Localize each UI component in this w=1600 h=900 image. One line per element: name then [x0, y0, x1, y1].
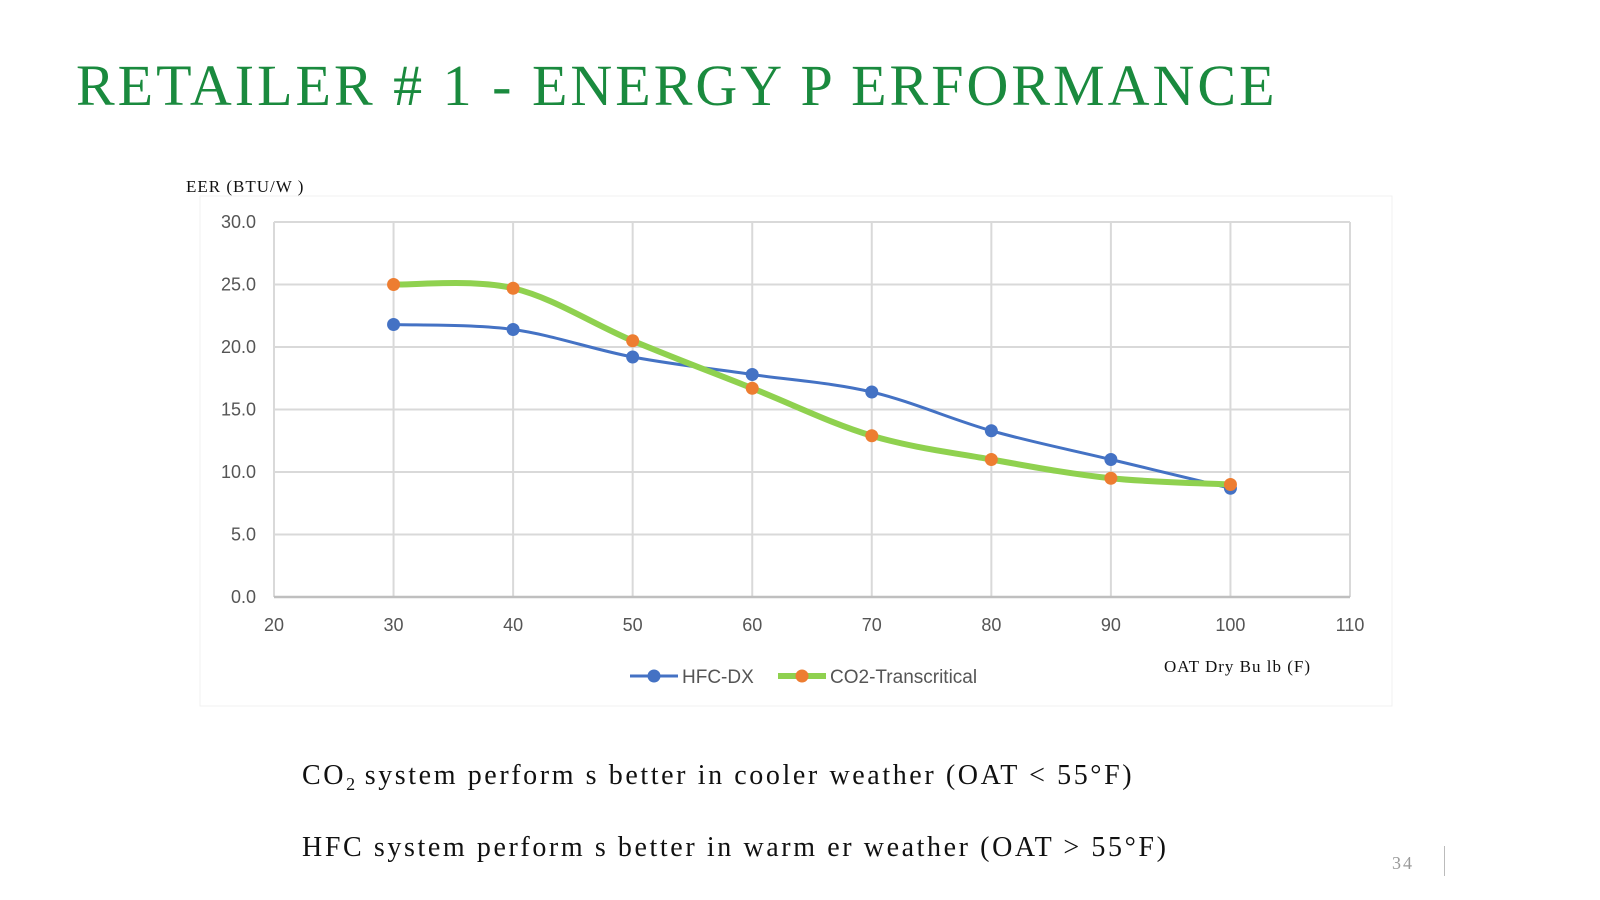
x-tick-label: 110 — [1336, 615, 1365, 635]
data-point-hfc-dx — [745, 368, 759, 381]
slide-title: RETAILER # 1 - ENERGY P ERFORMANCE — [76, 53, 1278, 118]
x-tick-label: 40 — [503, 615, 523, 635]
data-point-co2-transcritical — [1223, 478, 1237, 491]
legend-marker-hfc-dx — [647, 669, 661, 683]
legend-marker-co2-transcritical — [795, 669, 809, 683]
legend-label-hfc-dx: HFC-DX — [682, 667, 754, 688]
series-line-hfc-dx — [392, 323, 1232, 490]
x-tick-label: 20 — [264, 615, 284, 635]
x-tick-label: 60 — [742, 615, 762, 635]
bullet-co2-subscript: 2 — [346, 774, 356, 794]
data-point-co2-transcritical — [506, 281, 520, 295]
series-line-co2-transcritical — [390, 280, 1234, 488]
x-tick-label: 80 — [981, 615, 1001, 635]
data-point-co2-transcritical — [626, 334, 640, 348]
x-tick-label: 50 — [623, 615, 643, 635]
x-tick-label: 100 — [1215, 615, 1245, 635]
axis-layer: 0.0 5.0 10.0 15.0 20.0 25.0 30.0 20 30 40 50 60 70 80… — [221, 212, 1364, 635]
data-point-hfc-dx — [387, 318, 401, 331]
x-axis-title: OAT Dry Bu lb (F) — [1164, 657, 1311, 676]
data-point-co2-transcritical — [865, 429, 879, 443]
y-tick-label: 15.0 — [221, 400, 256, 420]
bullet-co2-statement: CO2 system perform s better in cooler we… — [302, 760, 1134, 795]
data-point-hfc-dx — [1104, 453, 1118, 466]
page-divider — [1444, 846, 1445, 876]
data-point-hfc-dx — [506, 323, 520, 336]
data-point-co2-transcritical — [1104, 471, 1118, 485]
y-tick-label: 20.0 — [221, 337, 256, 357]
data-point-co2-transcritical — [387, 278, 401, 291]
series-layer — [387, 278, 1237, 495]
chart-background — [199, 195, 1393, 707]
page-number: 34 — [1392, 853, 1414, 873]
x-tick-label: 70 — [862, 615, 882, 635]
data-point-hfc-dx — [984, 424, 998, 438]
bullet-co2-suffix: system perform s better in cooler weathe… — [355, 760, 1135, 791]
data-point-hfc-dx — [626, 350, 640, 364]
data-point-co2-transcritical — [984, 453, 998, 466]
x-tick-label: 90 — [1101, 615, 1121, 635]
bullet-hfc-text: HFC system perform s better in warm er w… — [302, 832, 1169, 863]
legend-label-co2-transcritical: CO2-Transcritical — [830, 667, 977, 688]
y-tick-label: 10.0 — [221, 462, 256, 482]
y-tick-label: 0.0 — [231, 587, 256, 607]
bullet-hfc-statement: HFC system perform s better in warm er w… — [302, 832, 1169, 864]
legend-layer: HFC-DX CO2-Transcritical — [630, 667, 977, 688]
data-point-co2-transcritical — [745, 381, 759, 395]
y-axis-title: EER (BTU/W ) — [186, 177, 304, 196]
y-tick-label: 5.0 — [231, 525, 256, 545]
data-point-hfc-dx — [865, 385, 879, 399]
x-tick-label: 30 — [384, 615, 404, 635]
bullet-co2-prefix: CO — [302, 760, 347, 791]
y-tick-label: 25.0 — [221, 275, 256, 295]
y-tick-label: 30.0 — [221, 212, 256, 232]
